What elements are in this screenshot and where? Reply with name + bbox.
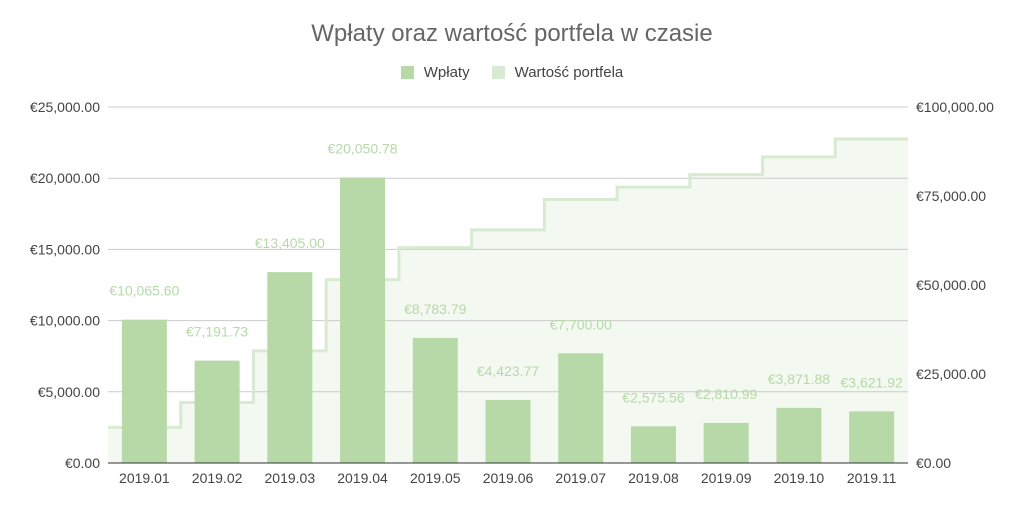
legend-label-wartosc-portfela: Wartość portfela xyxy=(514,64,624,81)
bar-wplaty xyxy=(485,400,531,463)
x-axis-tick-label: 2019.07 xyxy=(555,470,606,486)
x-axis-tick-label: 2019.10 xyxy=(774,470,825,486)
chart-title: Wpłaty oraz wartość portfela w czasie xyxy=(311,20,713,47)
bar-wplaty xyxy=(194,360,240,463)
bar-wplaty xyxy=(630,426,676,463)
x-axis-tick-label: 2019.08 xyxy=(628,470,679,486)
x-axis-tick-label: 2019.03 xyxy=(265,470,316,486)
legend-item-wplaty[interactable]: Wpłaty xyxy=(400,64,470,81)
x-axis-tick-label: 2019.06 xyxy=(483,470,534,486)
bar-data-label: €2,575.56 xyxy=(622,389,684,405)
bar-data-label: €10,065.60 xyxy=(109,283,179,299)
left-axis-tick-label: €20,000.00 xyxy=(30,170,100,186)
bar-wplaty xyxy=(558,353,604,463)
x-axis-tick-label: 2019.02 xyxy=(192,470,243,486)
left-axis-tick-label: €15,000.00 xyxy=(30,241,100,257)
right-axis-tick-label: €0.00 xyxy=(916,455,951,471)
legend-swatch-wplaty xyxy=(400,66,414,79)
x-axis-tick-label: 2019.04 xyxy=(337,470,388,486)
right-axis-tick-label: €75,000.00 xyxy=(916,188,986,204)
right-axis-tick-label: €25,000.00 xyxy=(916,366,986,382)
x-axis-tick-label: 2019.01 xyxy=(119,470,170,486)
left-axis-tick-label: €25,000.00 xyxy=(30,99,100,115)
legend-label-wplaty: Wpłaty xyxy=(423,64,470,81)
bar-wplaty xyxy=(340,177,386,463)
bar-data-label: €2,810.99 xyxy=(695,386,757,402)
left-axis-tick-label: €5,000.00 xyxy=(38,384,100,400)
bar-data-label: €4,423.77 xyxy=(477,363,539,379)
chart-legend: Wpłaty Wartość portfela xyxy=(0,64,1024,81)
bar-wplaty xyxy=(776,407,822,463)
bar-wplaty xyxy=(849,411,895,463)
bar-data-label: €20,050.78 xyxy=(328,140,398,156)
legend-swatch-wartosc-portfela xyxy=(491,66,505,79)
bar-data-label: €13,405.00 xyxy=(255,235,325,251)
bar-data-label: €3,871.88 xyxy=(768,371,830,387)
x-axis-tick-label: 2019.09 xyxy=(701,470,752,486)
bar-wplaty xyxy=(703,422,749,463)
right-axis-tick-label: €50,000.00 xyxy=(916,277,986,293)
right-axis-tick-label: €100,000.00 xyxy=(916,99,994,115)
bar-data-label: €3,621.92 xyxy=(840,374,902,390)
bar-data-label: €8,783.79 xyxy=(404,301,466,317)
x-axis-tick-label: 2019.11 xyxy=(847,470,897,486)
left-axis-tick-label: €10,000.00 xyxy=(30,313,100,329)
line-portfolio-value xyxy=(108,137,908,429)
bar-data-label: €7,191.73 xyxy=(186,324,248,340)
bar-wplaty xyxy=(121,319,167,463)
legend-item-wartosc-portfela[interactable]: Wartość portfela xyxy=(491,64,624,81)
x-axis-tick-label: 2019.05 xyxy=(410,470,461,486)
left-axis-tick-label: €0.00 xyxy=(65,455,100,471)
bar-wplaty xyxy=(267,272,313,463)
bar-wplaty xyxy=(412,337,458,463)
bar-data-label: €7,700.00 xyxy=(550,316,612,332)
